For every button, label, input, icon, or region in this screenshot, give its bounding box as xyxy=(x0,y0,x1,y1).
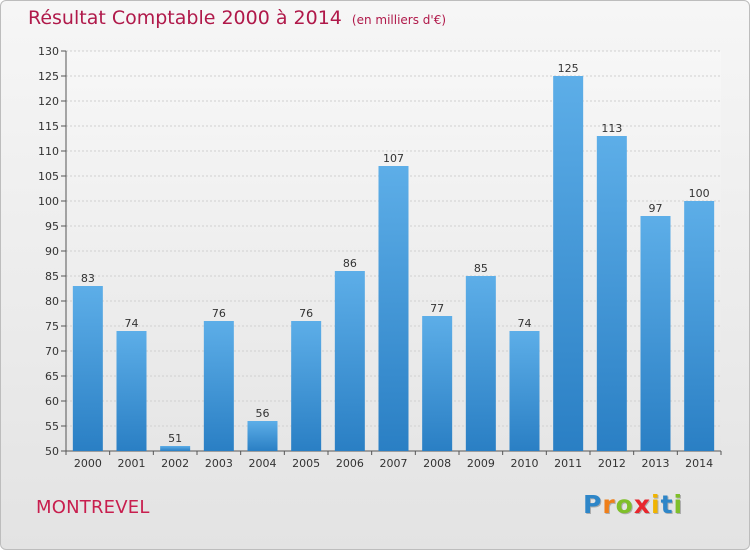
x-tick-label: 2007 xyxy=(380,457,408,470)
y-tick-label: 95 xyxy=(45,220,59,233)
x-tick-label: 2009 xyxy=(467,457,495,470)
logo-letter: P xyxy=(583,490,603,519)
x-tick-label: 2010 xyxy=(511,457,539,470)
x-tick-label: 2011 xyxy=(554,457,582,470)
bar xyxy=(422,316,453,451)
logo-letter: o xyxy=(615,490,634,519)
y-tick-label: 85 xyxy=(45,270,59,283)
data-label: 56 xyxy=(256,407,270,420)
data-label: 100 xyxy=(689,187,710,200)
bar xyxy=(596,136,627,451)
chart-title: Résultat Comptable 2000 à 2014 (en millie… xyxy=(28,7,446,29)
commune-name: MONTREVEL xyxy=(36,497,150,518)
data-label: 83 xyxy=(81,272,95,285)
bars xyxy=(72,76,715,451)
x-tick-label: 2004 xyxy=(249,457,277,470)
data-label: 86 xyxy=(343,257,357,270)
x-tick-label: 2003 xyxy=(205,457,233,470)
data-label: 107 xyxy=(383,152,404,165)
y-tick-label: 80 xyxy=(45,295,59,308)
y-tick-label: 120 xyxy=(38,95,59,108)
bar xyxy=(72,286,103,451)
x-tick-label: 2013 xyxy=(642,457,670,470)
x-tick-label: 2006 xyxy=(336,457,364,470)
data-label: 74 xyxy=(518,317,532,330)
bar xyxy=(378,166,409,451)
chart-subtitle: (en milliers d'€) xyxy=(351,13,447,27)
logo-letter: x xyxy=(633,490,651,519)
y-tick-label: 100 xyxy=(38,195,59,208)
y-tick-label: 125 xyxy=(38,70,59,83)
x-tick-label: 2005 xyxy=(292,457,320,470)
y-tick-label: 75 xyxy=(45,320,59,333)
bar xyxy=(640,216,671,451)
data-label: 125 xyxy=(558,62,579,75)
data-label: 97 xyxy=(649,202,663,215)
y-tick-label: 115 xyxy=(38,120,59,133)
logo-letter: i xyxy=(651,490,661,519)
y-tick-label: 50 xyxy=(45,445,59,458)
y-tick-label: 130 xyxy=(38,45,59,58)
data-label: 77 xyxy=(430,302,444,315)
data-label: 51 xyxy=(168,432,182,445)
data-label: 74 xyxy=(125,317,139,330)
bar xyxy=(553,76,584,451)
x-tick-label: 2000 xyxy=(74,457,102,470)
data-label: 76 xyxy=(299,307,313,320)
x-tick-label: 2012 xyxy=(598,457,626,470)
data-label: 85 xyxy=(474,262,488,275)
bar xyxy=(160,446,191,451)
proxiti-logo[interactable]: Proxiti xyxy=(583,490,683,519)
x-tick-label: 2002 xyxy=(161,457,189,470)
x-tick-label: 2014 xyxy=(685,457,713,470)
bar xyxy=(509,331,540,451)
x-tick-label: 2008 xyxy=(423,457,451,470)
bar xyxy=(334,271,365,451)
bar xyxy=(684,201,715,451)
x-tick-label: 2001 xyxy=(118,457,146,470)
bar xyxy=(247,421,278,451)
y-tick-label: 110 xyxy=(38,145,59,158)
y-tick-label: 70 xyxy=(45,345,59,358)
data-label: 76 xyxy=(212,307,226,320)
logo-letter: i xyxy=(673,490,684,519)
bar xyxy=(203,321,234,451)
y-tick-label: 60 xyxy=(45,395,59,408)
logo-letter: t xyxy=(660,490,674,519)
data-labels: 83 74 51 76 56 76 86 107 77 85 74 125 113 97 100 xyxy=(81,62,710,445)
y-tick-label: 55 xyxy=(45,420,59,433)
y-tick-label: 65 xyxy=(45,370,59,383)
chart-title-text: Résultat Comptable 2000 à 2014 xyxy=(28,7,342,29)
y-tick-label: 105 xyxy=(38,170,59,183)
bar xyxy=(116,331,147,451)
bar xyxy=(291,321,322,451)
y-tick-label: 90 xyxy=(45,245,59,258)
bar xyxy=(465,276,496,451)
logo-letter: r xyxy=(602,490,616,519)
data-label: 113 xyxy=(601,122,622,135)
axes: 50 55 60 65 70 75 80 85 90 95 100 105 110 115 120 125 13… xyxy=(38,45,722,470)
